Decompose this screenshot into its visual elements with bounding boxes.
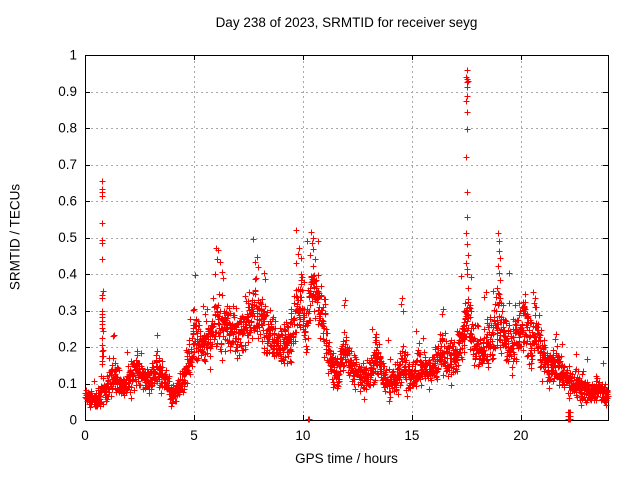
y-tick-label: 0.8 — [58, 121, 77, 136]
y-tick-label: 1 — [69, 48, 77, 63]
y-tick-label: 0.3 — [58, 303, 77, 318]
x-tick-label: 5 — [190, 428, 198, 443]
y-tick-label: 0.2 — [58, 340, 77, 355]
y-tick-label: 0.6 — [58, 194, 77, 209]
y-tick-label: 0 — [69, 413, 77, 428]
x-tick-label: 15 — [404, 428, 419, 443]
tick-labels: 0 5 10 15 20 0 0.1 0.2 0.3 0.4 0.5 0.6 0.7 0.8 0.9 1 — [58, 48, 528, 444]
y-tick-label: 0.9 — [58, 84, 77, 99]
x-tick-label: 20 — [513, 428, 528, 443]
x-tick-label: 0 — [81, 428, 89, 443]
axis-ticks — [85, 55, 609, 421]
x-axis-label: GPS time / hours — [295, 451, 398, 466]
y-tick-label: 0.4 — [58, 267, 77, 282]
y-tick-label: 0.1 — [58, 376, 77, 391]
data-points-srmtid — [82, 67, 612, 423]
y-tick-label: 0.5 — [58, 230, 77, 245]
x-tick-label: 10 — [295, 428, 310, 443]
chart-title: Day 238 of 2023, SRMTID for receiver sey… — [215, 15, 478, 30]
y-axis-label: SRMTID / TECUs — [7, 183, 23, 291]
y-tick-label: 0.7 — [58, 157, 77, 172]
